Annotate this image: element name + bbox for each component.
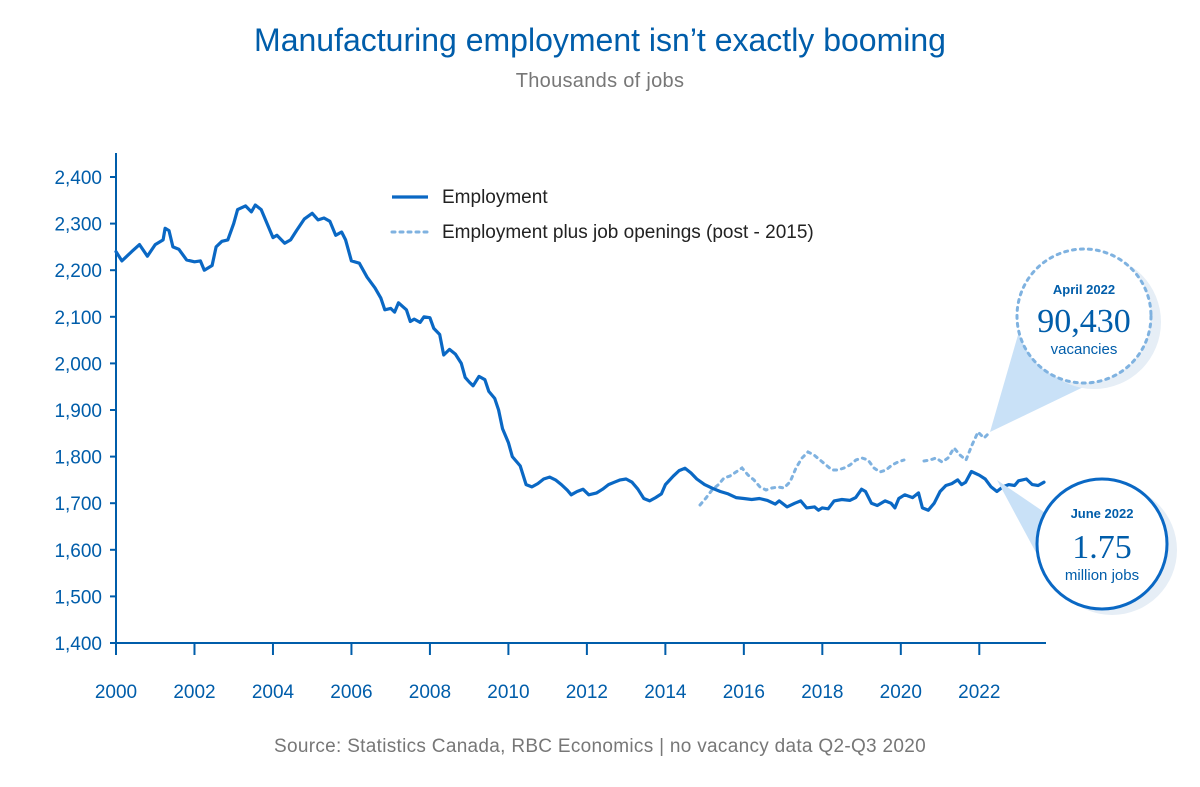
x-tick-label: 2022 — [958, 682, 1000, 703]
y-tick-label: 1,500 — [54, 587, 102, 608]
series-line-employment — [114, 203, 1046, 512]
callout-jobs-date: June 2022 — [1071, 506, 1134, 521]
callout-jobs-pointer — [997, 480, 1044, 560]
chart-subtitle: Thousands of jobs — [515, 70, 685, 92]
callout-vacancies-pointer — [990, 328, 1098, 432]
y-tick-label: 1,700 — [54, 494, 102, 515]
x-tick-label: 2012 — [566, 682, 608, 703]
y-tick-label: 2,000 — [54, 354, 102, 375]
legend: Employment Employment plus job openings … — [390, 187, 814, 243]
callout-vacancies-value: 90,430 — [1037, 303, 1131, 340]
source-note: Source: Statistics Canada, RBC Economics… — [274, 736, 926, 757]
callout-vacancies: April 2022 90,430 vacancies — [990, 247, 1161, 432]
y-tick-label: 2,300 — [54, 215, 102, 236]
y-tick-label: 1,400 — [54, 634, 102, 655]
y-axis-ticks: 1,400 1,500 1,600 1,700 1,800 1,900 2,000 2,100… — [54, 168, 116, 655]
x-tick-label: 2010 — [487, 682, 529, 703]
callout-vacancies-date: April 2022 — [1053, 282, 1115, 297]
x-tick-label: 2020 — [880, 682, 922, 703]
y-tick-label: 1,600 — [54, 541, 102, 562]
callout-jobs-unit: million jobs — [1065, 567, 1139, 584]
y-tick-label: 2,400 — [54, 168, 102, 189]
legend-label-employment: Employment — [442, 187, 548, 208]
x-tick-label: 2014 — [644, 682, 687, 703]
callout-jobs-circle — [1035, 477, 1169, 611]
x-tick-label: 2018 — [801, 682, 843, 703]
y-tick-label: 1,900 — [54, 401, 102, 422]
y-tick-label: 2,100 — [54, 308, 102, 329]
y-tick-label: 2,200 — [54, 261, 102, 282]
series-line-employment-plus-openings — [698, 450, 906, 507]
callout-jobs: June 2022 1.75 million jobs — [997, 477, 1177, 615]
x-tick-label: 2002 — [173, 682, 215, 703]
series-line-employment-plus-openings-2 — [922, 429, 992, 464]
x-tick-label: 2008 — [409, 682, 451, 703]
callout-jobs-value: 1.75 — [1072, 529, 1132, 566]
x-axis-ticks: 2000 2002 2004 2006 2008 2010 2012 2014 2016 2018… — [95, 643, 1000, 703]
x-tick-label: 2004 — [252, 682, 295, 703]
y-tick-label: 1,800 — [54, 448, 102, 469]
chart-title: Manufacturing employment isn’t exactly b… — [254, 22, 946, 58]
x-tick-label: 2016 — [723, 682, 765, 703]
legend-label-openings: Employment plus job openings (post - 201… — [442, 222, 814, 243]
x-tick-label: 2000 — [95, 682, 137, 703]
chart-axes — [115, 153, 1046, 644]
x-tick-label: 2006 — [330, 682, 372, 703]
series-layer — [114, 203, 1046, 512]
callout-vacancies-unit: vacancies — [1051, 341, 1118, 358]
callout-vacancies-circle — [1015, 247, 1153, 385]
